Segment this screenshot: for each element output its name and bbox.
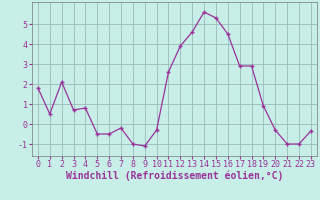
X-axis label: Windchill (Refroidissement éolien,°C): Windchill (Refroidissement éolien,°C) xyxy=(66,171,283,181)
